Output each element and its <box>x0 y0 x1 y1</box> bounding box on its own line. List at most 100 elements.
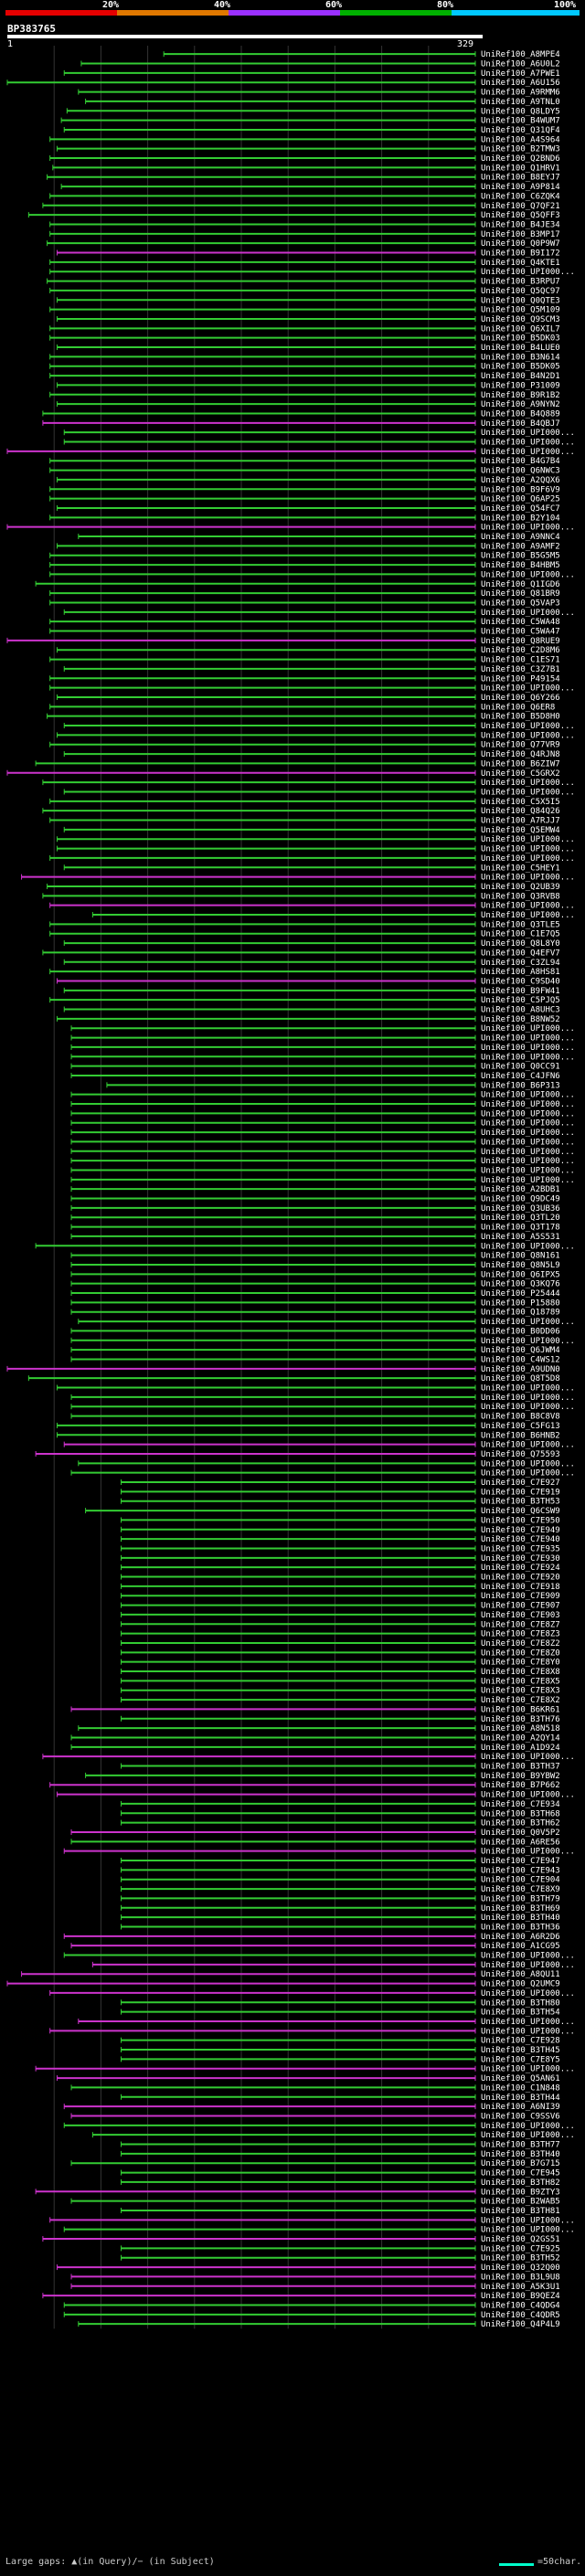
hit-label[interactable]: UniRef100_UPI000... <box>481 524 575 533</box>
hit-label[interactable]: UniRef100_B4JE34 <box>481 220 560 229</box>
hit-label[interactable]: UniRef100_B3TH76 <box>481 1715 560 1724</box>
hit-label[interactable]: UniRef100_Q5QFF3 <box>481 211 560 220</box>
hit-label[interactable]: UniRef100_UPI000... <box>481 1394 575 1403</box>
hit-label[interactable]: UniRef100_B3TH68 <box>481 1809 560 1818</box>
hit-label[interactable]: UniRef100_UPI000... <box>481 439 575 448</box>
hit-label[interactable]: UniRef100_A2QY14 <box>481 1733 560 1743</box>
hit-label[interactable]: UniRef100_Q18789 <box>481 1309 560 1318</box>
hit-label[interactable]: UniRef100_A6U0L2 <box>481 60 560 69</box>
hit-label[interactable]: UniRef100_UPI000... <box>481 2065 575 2074</box>
hit-label[interactable]: UniRef100_C7E940 <box>481 1535 560 1544</box>
hit-label[interactable]: UniRef100_UPI000... <box>481 1044 575 1053</box>
hit-label[interactable]: UniRef100_C5FG13 <box>481 1422 560 1431</box>
hit-label[interactable]: UniRef100_Q9SCM3 <box>481 315 560 324</box>
hit-label[interactable]: UniRef100_UPI000... <box>481 1129 575 1138</box>
hit-label[interactable]: UniRef100_C1N848 <box>481 2083 560 2093</box>
hit-label[interactable]: UniRef100_Q6CSW9 <box>481 1507 560 1516</box>
hit-label[interactable]: UniRef100_C7E8X9 <box>481 1885 560 1894</box>
hit-label[interactable]: UniRef100_C7E8X2 <box>481 1696 560 1705</box>
hit-label[interactable]: UniRef100_Q8N161 <box>481 1252 560 1261</box>
hit-label[interactable]: UniRef100_C6ZQK4 <box>481 192 560 201</box>
hit-label[interactable]: UniRef100_B9F6V9 <box>481 485 560 494</box>
hit-label[interactable]: UniRef100_Q8T5D8 <box>481 1374 560 1383</box>
hit-label[interactable]: UniRef100_B3TH82 <box>481 2178 560 2188</box>
hit-label[interactable]: UniRef100_C9SD40 <box>481 977 560 986</box>
hit-label[interactable]: UniRef100_UPI000... <box>481 448 575 457</box>
hit-label[interactable]: UniRef100_C5PJQ5 <box>481 996 560 1005</box>
hit-label[interactable]: UniRef100_UPI000... <box>481 854 575 864</box>
hit-label[interactable]: UniRef100_B3N614 <box>481 353 560 362</box>
hit-label[interactable]: UniRef100_UPI000... <box>481 1441 575 1450</box>
hit-label[interactable]: UniRef100_C7E947 <box>481 1857 560 1866</box>
hit-label[interactable]: UniRef100_C7E8Z2 <box>481 1639 560 1648</box>
hit-label[interactable]: UniRef100_Q7QF21 <box>481 202 560 211</box>
hit-label[interactable]: UniRef100_A2QQX6 <box>481 476 560 485</box>
hit-label[interactable]: UniRef100_A6R2D6 <box>481 1933 560 1942</box>
hit-label[interactable]: UniRef100_Q0CC91 <box>481 1063 560 1072</box>
hit-label[interactable]: UniRef100_C7E903 <box>481 1611 560 1620</box>
hit-label[interactable]: UniRef100_C7E943 <box>481 1866 560 1875</box>
hit-label[interactable]: UniRef100_A8UHC3 <box>481 1006 560 1015</box>
hit-label[interactable]: UniRef100_Q1HRV1 <box>481 164 560 173</box>
hit-label[interactable]: UniRef100_C7E8Y0 <box>481 1659 560 1668</box>
hit-label[interactable]: UniRef100_Q5VAP3 <box>481 599 560 608</box>
hit-label[interactable]: UniRef100_C7E907 <box>481 1602 560 1611</box>
hit-label[interactable]: UniRef100_Q77VR9 <box>481 741 560 750</box>
hit-label[interactable]: UniRef100_C5WA48 <box>481 618 560 627</box>
hit-label[interactable]: UniRef100_C3Z7B1 <box>481 665 560 674</box>
hit-label[interactable]: UniRef100_UPI000... <box>481 722 575 731</box>
hit-label[interactable]: UniRef100_UPI000... <box>481 902 575 911</box>
hit-label[interactable]: UniRef100_B3TH69 <box>481 1904 560 1913</box>
hit-label[interactable]: UniRef100_B3TH81 <box>481 2207 560 2216</box>
hit-label[interactable]: UniRef100_Q5EMW4 <box>481 826 560 835</box>
hit-label[interactable]: UniRef100_A9TNL0 <box>481 98 560 107</box>
hit-label[interactable]: UniRef100_B3TH62 <box>481 1819 560 1829</box>
hit-label[interactable]: UniRef100_UPI000... <box>481 911 575 920</box>
hit-label[interactable]: UniRef100_B3TH44 <box>481 2094 560 2103</box>
hit-label[interactable]: UniRef100_C7E920 <box>481 1574 560 1583</box>
hit-label[interactable]: UniRef100_Q8LDY5 <box>481 107 560 116</box>
hit-label[interactable]: UniRef100_UPI000... <box>481 1753 575 1762</box>
hit-label[interactable]: UniRef100_A8HS81 <box>481 968 560 977</box>
hit-label[interactable]: UniRef100_B4HBM5 <box>481 561 560 570</box>
hit-label[interactable]: UniRef100_C7E8Y5 <box>481 2055 560 2064</box>
hit-label[interactable]: UniRef100_B3RPU7 <box>481 278 560 287</box>
hit-label[interactable]: UniRef100_C7E919 <box>481 1488 560 1497</box>
hit-label[interactable]: UniRef100_Q5AN61 <box>481 2074 560 2083</box>
hit-label[interactable]: UniRef100_Q2GS51 <box>481 2235 560 2244</box>
hit-label[interactable]: UniRef100_A1CG95 <box>481 1942 560 1951</box>
hit-label[interactable]: UniRef100_UPI000... <box>481 2216 575 2225</box>
hit-label[interactable]: UniRef100_UPI000... <box>481 1100 575 1109</box>
hit-label[interactable]: UniRef100_A6RE56 <box>481 1838 560 1847</box>
hit-label[interactable]: UniRef100_B3TH53 <box>481 1498 560 1507</box>
hit-label[interactable]: UniRef100_Q4P4L9 <box>481 2320 560 2329</box>
hit-label[interactable]: UniRef100_Q0P9W7 <box>481 239 560 249</box>
hit-label[interactable]: UniRef100_B7P662 <box>481 1781 560 1790</box>
hit-label[interactable]: UniRef100_UPI000... <box>481 835 575 844</box>
hit-label[interactable]: UniRef100_Q3UB36 <box>481 1204 560 1214</box>
hit-label[interactable]: UniRef100_B3TH79 <box>481 1894 560 1903</box>
hit-label[interactable]: UniRef100_Q3TLE5 <box>481 920 560 929</box>
hit-label[interactable]: UniRef100_Q1IGD6 <box>481 580 560 589</box>
hit-label[interactable]: UniRef100_UPI000... <box>481 1989 575 1998</box>
hit-label[interactable]: UniRef100_C7E8Z7 <box>481 1620 560 1629</box>
hit-label[interactable]: UniRef100_UPI000... <box>481 2226 575 2235</box>
hit-label[interactable]: UniRef100_B2TMW3 <box>481 145 560 154</box>
hit-label[interactable]: UniRef100_C5WA47 <box>481 628 560 637</box>
hit-label[interactable]: UniRef100_Q3TL20 <box>481 1214 560 1223</box>
hit-label[interactable]: UniRef100_C2D8M6 <box>481 646 560 655</box>
hit-label[interactable]: UniRef100_P31009 <box>481 381 560 390</box>
hit-label[interactable]: UniRef100_UPI000... <box>481 1091 575 1100</box>
hit-label[interactable]: UniRef100_UPI000... <box>481 268 575 277</box>
hit-label[interactable]: UniRef100_B4WUM7 <box>481 117 560 126</box>
hit-label[interactable]: UniRef100_C7E8X5 <box>481 1677 560 1686</box>
hit-label[interactable]: UniRef100_C7E8X8 <box>481 1668 560 1677</box>
hit-label[interactable]: UniRef100_B3L9U8 <box>481 2273 560 2282</box>
hit-label[interactable]: UniRef100_UPI000... <box>481 1469 575 1479</box>
hit-label[interactable]: UniRef100_C7E909 <box>481 1592 560 1601</box>
hit-label[interactable]: UniRef100_Q4KTE1 <box>481 259 560 268</box>
hit-label[interactable]: UniRef100_C7E918 <box>481 1583 560 1592</box>
hit-label[interactable]: UniRef100_Q31QF4 <box>481 126 560 135</box>
hit-label[interactable]: UniRef100_A7RJJ7 <box>481 817 560 826</box>
hit-label[interactable]: UniRef100_UPI000... <box>481 1157 575 1166</box>
